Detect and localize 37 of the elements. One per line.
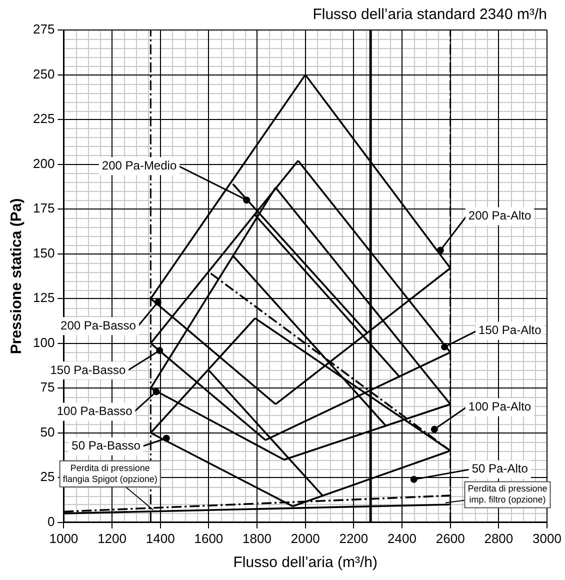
x-tick-label: 2200: [339, 530, 368, 546]
chart-title: Flusso dell’aria standard 2340 m³/h: [312, 6, 547, 24]
y-tick-label: 50: [40, 424, 55, 440]
annotation: 200 Pa-Medio: [102, 158, 177, 172]
x-tick-label: 1800: [242, 530, 272, 546]
y-tick-label: 100: [32, 334, 55, 350]
x-tick-label: 1600: [194, 530, 224, 546]
y-tick-label: 200: [32, 156, 55, 171]
y-tick-label: 250: [32, 66, 55, 82]
annotation: Perdita di pressione imp. filtro (opzione): [468, 484, 548, 505]
annotation: 200 Pa-Basso: [60, 318, 136, 332]
y-tick-label: 150: [32, 245, 55, 260]
y-tick-label: 75: [40, 380, 55, 395]
x-tick-label: 1400: [146, 530, 175, 546]
annotation: 100 Pa-Basso: [56, 404, 133, 418]
x-tick-label: 2400: [388, 530, 416, 546]
y-tick-label: 275: [32, 22, 55, 37]
annotation: 50 Pa-Alto: [472, 462, 528, 476]
annotation: 150 Pa-Alto: [478, 323, 542, 338]
y-tick-label: 25: [40, 469, 55, 484]
y-tick-label: 125: [32, 290, 55, 306]
x-tick-label: 3000: [532, 530, 562, 546]
x-tick-label: 2800: [484, 530, 514, 546]
annotation: 50 Pa-Basso: [72, 438, 141, 453]
annotation: 200 Pa-Alto: [468, 208, 532, 223]
x-tick-label: 1200: [98, 530, 126, 546]
annotation: 100 Pa-Alto: [468, 400, 532, 414]
y-tick-label: 175: [32, 200, 55, 216]
y-axis-title: Pressione statica (Pa): [8, 198, 26, 354]
x-tick-label: 2600: [436, 530, 465, 546]
y-tick-label: 0: [47, 514, 55, 529]
annotation: 150 Pa-Basso: [50, 362, 126, 377]
y-tick-label: 225: [32, 111, 55, 126]
x-tick-label: 2000: [290, 530, 320, 546]
x-tick-label: 1000: [49, 530, 78, 546]
annotation: Perdita di pressione flangia Spigot (opzione): [62, 462, 158, 484]
x-axis-title: Flusso dell’aria (m³/h): [233, 554, 378, 572]
